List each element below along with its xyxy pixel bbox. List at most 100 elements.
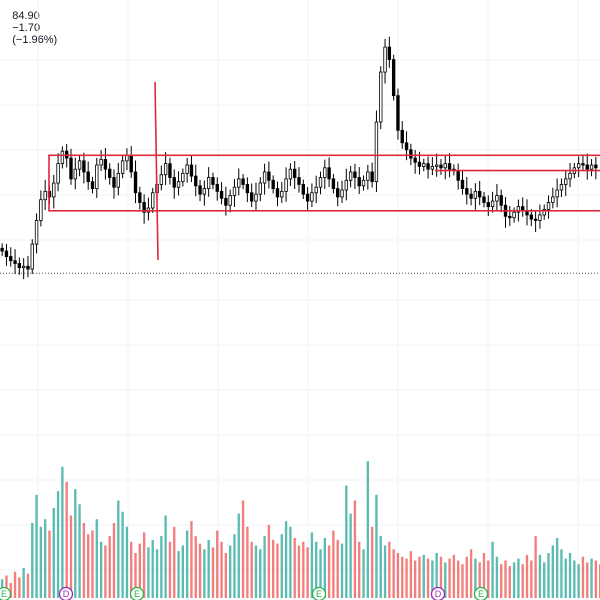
candle — [90, 176, 95, 194]
candle — [456, 163, 460, 190]
candle — [176, 171, 181, 196]
candle — [142, 194, 146, 224]
volume-bar — [465, 556, 468, 598]
candle-body — [331, 178, 336, 190]
candle-body — [99, 159, 103, 166]
candle-body — [340, 189, 344, 198]
volume-bar — [405, 558, 408, 598]
event-marker-dividend[interactable]: D — [58, 586, 74, 600]
event-marker-earnings[interactable]: E — [311, 586, 327, 600]
candle-body — [370, 171, 374, 183]
volume-bar — [9, 583, 12, 598]
candle — [568, 162, 572, 188]
candle — [482, 192, 486, 208]
volume-bar — [306, 547, 309, 598]
candle-body — [469, 193, 473, 199]
volume-bar — [495, 556, 499, 598]
candle-body — [181, 172, 185, 183]
volume-bar — [125, 526, 129, 598]
candle-body — [13, 260, 17, 264]
candle-body — [477, 190, 482, 198]
event-marker-earnings[interactable]: E — [0, 586, 12, 600]
candle-body — [538, 214, 542, 221]
event-marker-earnings[interactable]: E — [473, 586, 489, 600]
candle-body — [473, 190, 478, 199]
candle — [473, 183, 478, 210]
volume-bar — [134, 553, 137, 598]
candle — [99, 150, 103, 171]
candle — [413, 149, 417, 174]
candle — [318, 171, 323, 195]
candle-body — [116, 172, 121, 188]
candle-body — [237, 178, 241, 188]
candle-body — [422, 163, 426, 167]
event-label: D — [435, 589, 442, 599]
candle-body — [4, 250, 9, 257]
volume-bar — [164, 515, 167, 598]
candle — [39, 190, 43, 227]
volume-bar — [594, 560, 598, 598]
candle — [95, 157, 99, 198]
candle — [361, 175, 366, 191]
annotation-layer[interactable] — [48, 81, 600, 261]
volume-bar — [327, 545, 331, 598]
candle-body — [254, 193, 258, 202]
volume-bar — [323, 538, 326, 598]
volume-bar — [168, 541, 172, 598]
volume-bar — [581, 556, 585, 598]
volume-bar — [95, 519, 98, 598]
candle — [267, 161, 271, 189]
candle-body — [245, 184, 250, 194]
candle — [323, 159, 327, 190]
vertical-marker-line[interactable] — [154, 81, 159, 261]
candle-body — [533, 218, 538, 221]
candle-body — [275, 188, 280, 198]
candle — [301, 179, 305, 200]
candle-body — [176, 181, 181, 188]
candle — [490, 191, 495, 213]
candle — [271, 175, 275, 194]
range-rectangle[interactable] — [48, 154, 600, 212]
candle-body — [310, 192, 314, 202]
candle — [336, 181, 340, 207]
volume-bar — [13, 571, 17, 598]
volume-bar — [35, 494, 38, 598]
candle-body — [546, 202, 551, 210]
volume-bar — [383, 545, 387, 598]
candle — [477, 180, 482, 206]
volume-bar — [310, 532, 314, 598]
candle — [103, 147, 108, 180]
candle — [194, 164, 198, 197]
candle — [533, 210, 538, 233]
volume-bar — [190, 521, 193, 598]
candle-body — [387, 46, 392, 60]
event-marker-dividend[interactable]: D — [430, 586, 446, 600]
volume-bar — [487, 560, 490, 598]
volume-bar — [82, 523, 86, 598]
candle — [525, 199, 529, 226]
candle-body — [120, 160, 125, 174]
candle — [151, 187, 155, 213]
volume-bar — [194, 536, 197, 598]
volume-bar — [155, 549, 159, 598]
volume-bar — [388, 541, 391, 598]
candle-body — [327, 167, 331, 180]
event-marker-earnings[interactable]: E — [129, 586, 145, 600]
candle-body — [499, 195, 503, 206]
candle — [228, 189, 232, 213]
event-circle — [129, 586, 145, 600]
candle-body — [353, 171, 357, 178]
volume-bar — [99, 541, 103, 598]
volume-bar — [590, 558, 593, 598]
candle-body — [39, 199, 43, 221]
volume-bar — [43, 519, 47, 598]
volume-bar — [577, 564, 580, 598]
volume-bar — [538, 554, 542, 598]
volume-bar — [241, 500, 245, 598]
candle — [159, 165, 164, 191]
volume-bar — [392, 549, 395, 598]
candle-body — [366, 171, 370, 181]
